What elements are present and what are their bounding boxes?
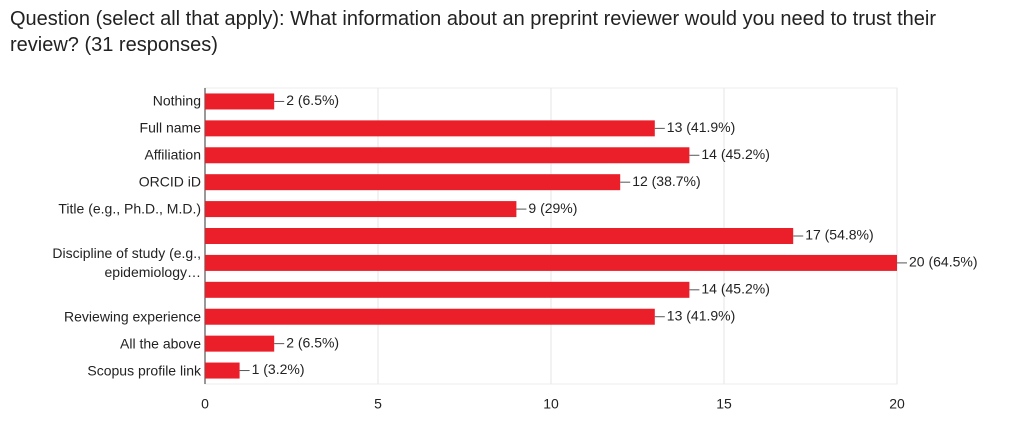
value-label: 12 (38.7%) — [632, 173, 700, 189]
value-label: 13 (41.9%) — [667, 119, 735, 135]
value-label: 9 (29%) — [528, 200, 577, 216]
y-tick-label: Reviewing experience — [64, 308, 201, 325]
x-tick-label: 20 — [889, 396, 905, 412]
value-label: 14 (45.2%) — [701, 146, 769, 162]
value-label: 1 (3.2%) — [252, 361, 305, 377]
value-label: 2 (6.5%) — [286, 92, 339, 108]
bar — [205, 254, 897, 271]
y-tick-label: All the above — [120, 335, 201, 352]
x-tick-label: 5 — [374, 396, 382, 412]
y-tick-label: ORCID iD — [138, 173, 201, 190]
y-tick-label: Affiliation — [144, 146, 201, 163]
y-tick-label: Discipline of study (e.g., epidemiology… — [52, 244, 201, 280]
bar — [205, 308, 655, 325]
y-tick-label: Title (e.g., Ph.D., M.D.) — [58, 200, 201, 217]
bar — [205, 335, 275, 352]
bar — [205, 120, 655, 137]
value-label: 2 (6.5%) — [286, 334, 339, 350]
bar — [205, 174, 621, 191]
value-label: 14 (45.2%) — [701, 281, 769, 297]
bar — [205, 228, 794, 244]
value-label: 13 (41.9%) — [667, 307, 735, 323]
x-tick-label: 15 — [716, 396, 732, 412]
bar — [205, 281, 690, 298]
bar — [205, 93, 275, 110]
value-label: 20 (64.5%) — [909, 254, 977, 270]
bar — [205, 362, 240, 379]
bar — [205, 201, 517, 218]
x-tick-label: 10 — [543, 396, 559, 412]
bar — [205, 147, 690, 164]
y-tick-label: Nothing — [152, 92, 201, 109]
chart-title: Question (select all that apply): What i… — [10, 8, 937, 56]
x-tick-label: 0 — [201, 396, 209, 412]
y-tick-label: Full name — [139, 119, 201, 136]
value-label: 17 (54.8%) — [805, 227, 873, 243]
y-tick-label: Scopus profile link — [87, 362, 201, 379]
